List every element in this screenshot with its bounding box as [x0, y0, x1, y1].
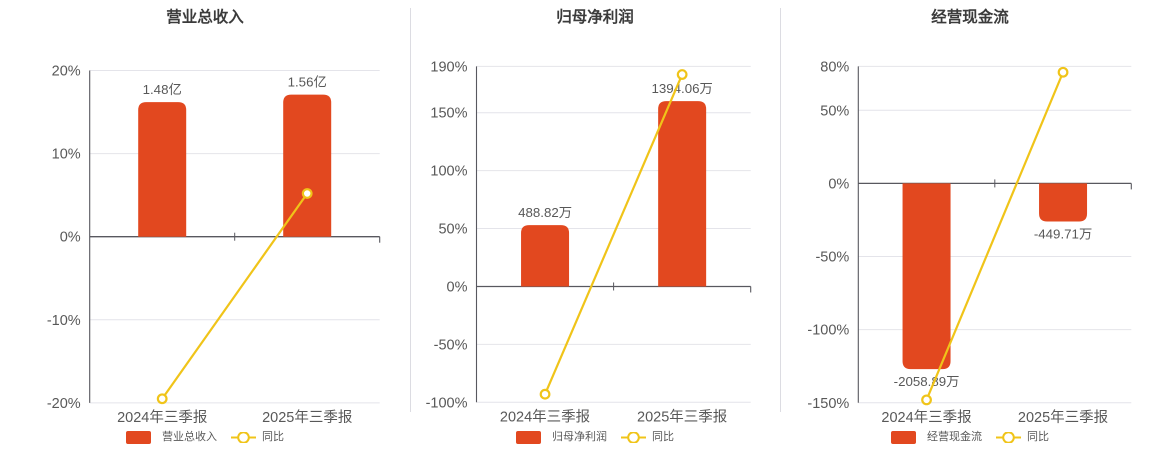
svg-text:-150%: -150%: [807, 396, 849, 412]
svg-text:150%: 150%: [430, 106, 467, 122]
svg-text:-449.71万: -449.71万: [1034, 226, 1092, 241]
svg-text:10%: 10%: [52, 147, 81, 163]
svg-text:-20%: -20%: [47, 396, 81, 412]
svg-text:-50%: -50%: [434, 337, 468, 353]
svg-text:-10%: -10%: [47, 313, 81, 329]
svg-text:-100%: -100%: [807, 323, 849, 339]
svg-text:488.82万: 488.82万: [518, 205, 572, 220]
svg-text:营业总收入: 营业总收入: [166, 7, 244, 26]
svg-text:0%: 0%: [60, 230, 81, 246]
svg-text:0%: 0%: [828, 176, 849, 192]
svg-text:100%: 100%: [430, 164, 467, 180]
svg-text:-2058.89万: -2058.89万: [894, 374, 960, 389]
svg-text:50%: 50%: [438, 222, 467, 238]
svg-text:50%: 50%: [820, 103, 849, 119]
svg-text:20%: 20%: [52, 64, 81, 80]
svg-text:1394.06万: 1394.06万: [651, 81, 712, 96]
svg-text:归母净利润: 归母净利润: [556, 7, 634, 26]
svg-text:0%: 0%: [447, 279, 468, 295]
svg-text:80%: 80%: [820, 59, 849, 75]
svg-text:2024年三季报: 2024年三季报: [117, 409, 207, 426]
svg-text:经营现金流: 经营现金流: [931, 7, 1009, 26]
svg-text:2025年三季报: 2025年三季报: [262, 409, 352, 426]
svg-text:2024年三季报: 2024年三季报: [500, 408, 590, 425]
svg-text:2025年三季报: 2025年三季报: [1018, 409, 1108, 426]
svg-text:1.48亿: 1.48亿: [143, 82, 182, 97]
svg-text:2025年三季报: 2025年三季报: [637, 408, 727, 425]
svg-text:190%: 190%: [430, 59, 467, 75]
svg-text:1.56亿: 1.56亿: [288, 75, 327, 90]
svg-text:-100%: -100%: [426, 395, 468, 411]
svg-text:2024年三季报: 2024年三季报: [881, 409, 971, 426]
svg-text:-50%: -50%: [815, 250, 849, 266]
